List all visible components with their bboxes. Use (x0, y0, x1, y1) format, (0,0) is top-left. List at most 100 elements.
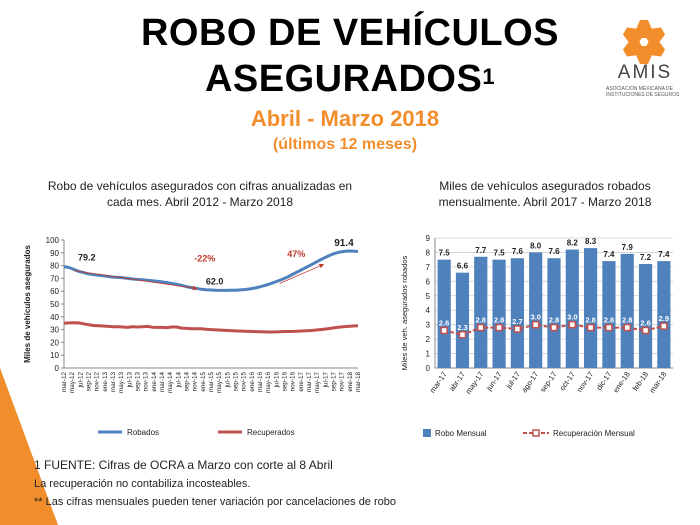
page-subtitle-period: (últimos 12 meses) (272, 136, 418, 153)
chart1-x-tick-label: mar-15 (208, 372, 215, 392)
chart1-x-tick-label: ene-15 (200, 372, 207, 392)
chart2-y-tick-label: 1 (426, 350, 431, 359)
chart1-y-tick-label: 20 (50, 338, 59, 347)
chart1-increase-pct: 47% (287, 249, 305, 259)
chart1-legend-label: Robados (127, 428, 159, 437)
chart2-bar-value-label: 8.0 (530, 241, 542, 250)
chart2-y-tick-label: 8 (426, 248, 431, 257)
annualized-theft-line-chart: 0 10 20 30 40 50 60 70 80 90 100 mar-12 may-12 jul-12… (23, 236, 362, 437)
title-line-1: ROBO DE VEHÍCULOS (140, 12, 560, 54)
chart2-recovery-value-label: 3.0 (530, 313, 540, 322)
chart2-y-tick-label: 5 (426, 292, 431, 301)
chart1-x-tick-label: jul-16 (273, 372, 280, 389)
chart1-y-tick-label: 10 (50, 351, 59, 360)
chart2-y-tick-label: 3 (426, 321, 431, 330)
chart1-label-start: 79.2 (78, 253, 96, 263)
chart2-x-tick-label: ene-18 (611, 370, 632, 394)
chart1-label-min: 62.0 (206, 276, 224, 286)
chart2-bar (437, 259, 451, 368)
chart2-bar (529, 252, 543, 368)
chart2-recovery-value-label: 2.9 (659, 314, 669, 323)
chart2-legend-label: Recuperación Mensual (553, 429, 635, 438)
chart2-title: Miles de vehículos asegurados robados me… (438, 179, 652, 209)
chart2-bar (547, 258, 561, 368)
chart2-x-tick-label: sep-17 (538, 370, 559, 394)
chart2-recovery-point (586, 323, 595, 332)
chart1-x-tick-label: jul-14 (175, 372, 182, 389)
chart2-recovery-value-label: 2.6 (439, 318, 449, 327)
chart1-decrease-pct: -22% (194, 254, 215, 264)
footnote-source: 1 FUENTE: Cifras de OCRA a Marzo con cor… (34, 458, 333, 472)
chart1-x-tick-label: nov-17 (339, 372, 346, 392)
chart2-recovery-point (513, 325, 522, 333)
chart1-legend-label: Recuperados (247, 428, 295, 437)
chart2-x-tick-label: nov-17 (575, 370, 596, 394)
footnote-recovery: La recuperación no contabiliza incosteab… (34, 478, 251, 490)
chart2-bar-value-label: 8.2 (567, 239, 579, 248)
chart2-x-tick-label: mar-18 (647, 370, 668, 395)
chart2-recovery-value-label: 2.8 (494, 316, 504, 325)
chart1-x-tick-label: nov-15 (241, 372, 248, 392)
chart2-bar-value-label: 7.4 (658, 250, 670, 259)
chart1-x-tick-label: may-14 (167, 372, 174, 393)
logo-tagline: ASOCIACIÓN MEXICANA DE INSTITUCIONES DE … (606, 86, 680, 98)
chart2-recovery-value-label: 3.0 (567, 313, 577, 322)
chart2-y-axis-label: Miles de veh. asegurados robados (400, 255, 409, 370)
chart1-x-tick-label: jul-13 (126, 372, 133, 389)
chart2-bar-value-label: 7.9 (622, 243, 634, 252)
chart1-x-tick-label: mar-16 (257, 372, 264, 392)
chart2-recovery-value-label: 2.8 (476, 316, 486, 325)
chart2-recovery-value-label: 2.3 (457, 323, 467, 332)
title-line-2: ASEGURADOS (204, 58, 483, 100)
chart1-x-tick-label: mar-13 (110, 372, 117, 392)
chart1-x-tick-label: sep-16 (282, 372, 289, 392)
chart1-x-tick-label: ene-17 (298, 372, 305, 392)
chart2-recovery-value-label: 2.8 (585, 316, 595, 325)
chart1-y-tick-label: 100 (46, 236, 60, 245)
chart1-x-tick-label: sep-17 (331, 372, 338, 392)
chart1-x-tick-label: ene-14 (151, 372, 158, 392)
chart1-series-line-robados (63, 249, 359, 292)
chart1-x-tick-label: may-13 (118, 372, 125, 393)
chart1-x-tick-label: sep-15 (233, 372, 240, 392)
chart1-decrease-arrow (73, 270, 198, 291)
chart2-bar-value-label: 7.5 (439, 249, 451, 258)
chart2-bar (510, 258, 524, 368)
chart1-x-tick-label: may-15 (216, 372, 223, 393)
chart2-x-tick-label: may-17 (464, 370, 486, 396)
chart2-recovery-point (531, 320, 540, 329)
chart1-y-axis-label: Miles de vehículos asegurados (23, 245, 32, 363)
chart2-bar-value-label: 7.6 (548, 247, 560, 256)
chart1-y-tick-label: 30 (50, 326, 59, 335)
chart2-y-tick-label: 0 (426, 364, 431, 373)
chart1-label-max: 91.4 (334, 238, 354, 249)
chart1-x-tick-label: mar-18 (355, 372, 362, 392)
chart2-x-tick-label: jun-17 (484, 370, 504, 393)
chart2-bar-value-label: 7.5 (494, 249, 506, 258)
chart2-y-tick-label: 4 (426, 306, 431, 315)
chart1-x-tick-label: may-12 (69, 372, 76, 393)
chart2-x-tick-label: mar-17 (428, 370, 449, 395)
chart1-x-tick-label: ene-13 (102, 372, 109, 392)
chart1-x-tick-label: may-16 (265, 372, 272, 393)
chart1-x-tick-label: ene-16 (249, 372, 256, 392)
chart2-bar-value-label: 7.2 (640, 253, 652, 262)
chart1-title: Robo de vehículos asegurados con cifras … (47, 179, 353, 209)
chart2-recovery-value-label: 2.8 (604, 316, 614, 325)
chart2-recovery-value-label: 2.7 (512, 317, 522, 326)
chart1-y-tick-label: 60 (50, 287, 59, 296)
chart1-x-tick-label: nov-14 (192, 372, 199, 392)
chart1-x-tick-label: sep-14 (184, 372, 191, 392)
chart2-bar (657, 261, 671, 368)
chart2-x-tick-label: jul-17 (504, 370, 522, 391)
chart2-bar-value-label: 8.3 (585, 237, 597, 246)
chart1-x-tick-label: sep-12 (86, 372, 93, 392)
chart1-x-tick-label: nov-12 (94, 372, 101, 392)
chart2-y-tick-label: 7 (426, 263, 431, 272)
chart2-bar (620, 253, 634, 368)
chart1-x-tick-label: sep-13 (135, 372, 142, 392)
chart2-recovery-value-label: 2.8 (549, 316, 559, 325)
chart2-recovery-point (568, 320, 577, 329)
chart2-bar-value-label: 7.4 (603, 250, 615, 259)
chart1-x-tick-label: mar-17 (306, 372, 313, 392)
